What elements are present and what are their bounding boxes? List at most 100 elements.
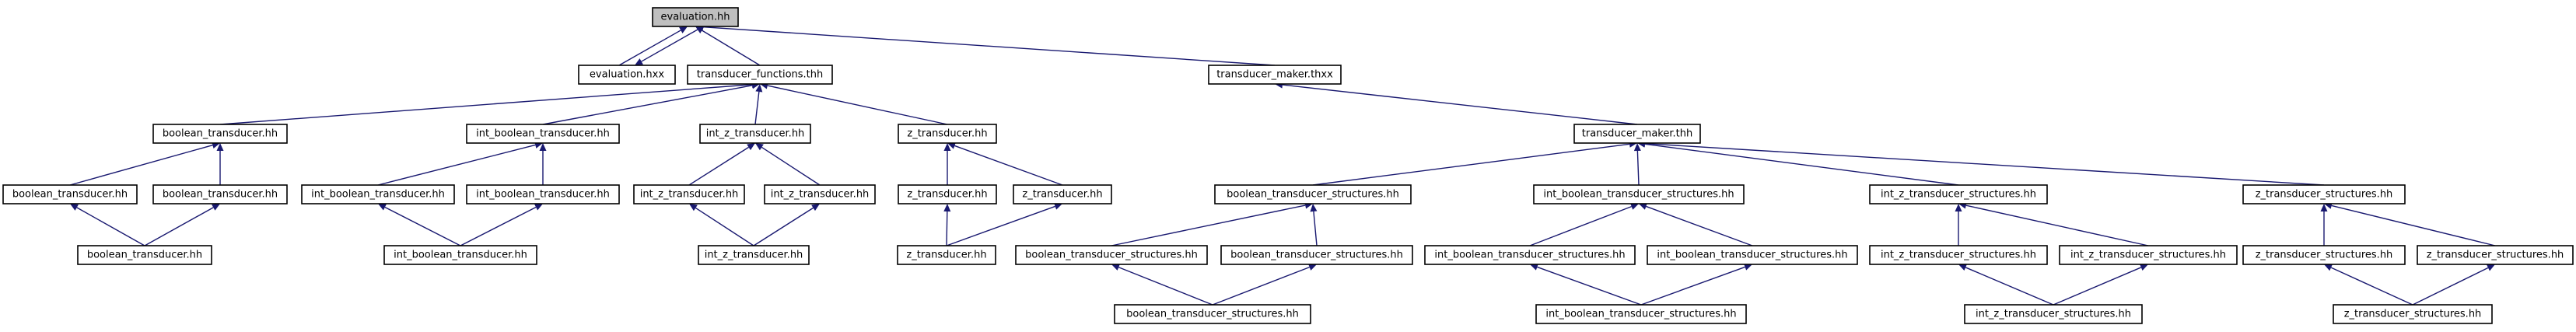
file-node[interactable]: transducer_functions.thh	[687, 65, 833, 85]
dependency-edge	[1275, 81, 1638, 125]
node-box	[1015, 245, 1208, 265]
file-node[interactable]: boolean_transducer_structures.hh	[1214, 184, 1412, 204]
node-box	[578, 65, 676, 85]
node-label: z_transducer.hh	[907, 128, 987, 140]
file-node[interactable]: boolean_transducer.hh	[2, 184, 138, 204]
edge-line	[1965, 267, 2054, 306]
arrowhead-icon	[1308, 264, 1317, 271]
file-node[interactable]: int_boolean_transducer.hh	[301, 184, 455, 204]
file-node[interactable]: int_z_transducer.hh	[699, 124, 811, 144]
file-node[interactable]: z_transducer_structures.hh	[2417, 245, 2574, 265]
edge-line	[1636, 150, 1640, 186]
file-node[interactable]: transducer_maker.thh	[1573, 124, 1701, 144]
file-node[interactable]: boolean_transducer_structures.hh	[1114, 304, 1311, 324]
file-node[interactable]: z_transducer.hh	[898, 124, 997, 144]
node-label: int_boolean_transducer_structures.hh	[1434, 250, 1625, 261]
arrowhead-icon	[689, 204, 698, 211]
node-box	[1535, 304, 1747, 324]
node-label: int_boolean_transducer.hh	[394, 250, 527, 261]
dependency-edge	[946, 203, 1062, 246]
dependency-edge	[216, 143, 224, 185]
file-node[interactable]: int_z_transducer.hh	[764, 184, 876, 204]
edge-line	[702, 26, 1276, 66]
node-box	[1013, 184, 1112, 204]
dependency-edge	[688, 143, 755, 186]
arrowhead-icon	[70, 204, 79, 211]
file-node[interactable]: int_boolean_transducer_structures.hh	[1535, 304, 1747, 324]
node-label: boolean_transducer.hh	[87, 250, 202, 261]
edge-line	[1646, 205, 1753, 246]
edge-line	[542, 85, 753, 125]
file-node[interactable]: z_transducer_structures.hh	[2242, 184, 2406, 204]
file-node[interactable]: boolean_transducer_structures.hh	[1015, 245, 1208, 265]
dependency-edge	[1212, 264, 1317, 306]
edge-line	[1640, 266, 1745, 306]
edge-line	[753, 207, 814, 246]
file-node[interactable]: boolean_transducer.hh	[77, 245, 212, 265]
file-node[interactable]: int_z_transducer_structures.hh	[1964, 304, 2143, 324]
file-node[interactable]: int_boolean_transducer_structures.hh	[1424, 245, 1636, 265]
arrowhead-icon	[212, 204, 220, 211]
file-node[interactable]: boolean_transducer.hh	[152, 184, 288, 204]
edge-line	[377, 144, 536, 186]
arrowhead-icon	[2320, 204, 2328, 211]
edge-line	[2330, 267, 2413, 306]
dependency-edge	[2053, 264, 2148, 306]
arrowhead-icon	[1111, 264, 1120, 271]
file-node[interactable]: z_transducer.hh	[898, 184, 997, 204]
arrowhead-icon	[1639, 203, 1647, 210]
node-box	[687, 65, 833, 85]
node-label: int_boolean_transducer_structures.hh	[1545, 309, 1736, 320]
edge-line	[1537, 266, 1642, 306]
file-node[interactable]: evaluation.hxx	[578, 65, 676, 85]
dependency-edge	[695, 26, 761, 66]
edge-line	[767, 85, 948, 125]
node-label: z_transducer.hh	[1022, 189, 1102, 201]
file-node[interactable]: int_z_transducer.hh	[698, 245, 810, 265]
file-node[interactable]: int_z_transducer_structures.hh	[1869, 245, 2048, 265]
file-node[interactable]: int_z_transducer_structures.hh	[2059, 245, 2238, 265]
file-node[interactable]: int_boolean_transducer.hh	[466, 124, 620, 144]
node-box	[1869, 245, 2048, 265]
edge-line	[641, 26, 704, 62]
node-label: int_boolean_transducer_structures.hh	[1657, 250, 1847, 261]
root-file-node[interactable]: evaluation.hh	[652, 7, 739, 27]
edge-line	[695, 207, 754, 246]
arrowhead-icon	[216, 143, 224, 151]
file-node[interactable]: int_z_transducer_structures.hh	[1869, 184, 2048, 204]
arrowhead-icon	[1958, 264, 1967, 271]
dependency-edge	[1640, 264, 1752, 306]
arrowhead-icon	[2140, 264, 2148, 271]
edge-line	[946, 205, 1055, 246]
node-box	[466, 124, 620, 144]
file-node[interactable]: boolean_transducer_structures.hh	[1220, 245, 1413, 265]
dependency-edge	[1530, 264, 1642, 306]
node-box	[2059, 245, 2238, 265]
node-label: boolean_transducer.hh	[163, 128, 278, 140]
file-node[interactable]: boolean_transducer.hh	[152, 124, 288, 144]
dependency-edge	[144, 204, 220, 246]
dependency-edge	[1529, 203, 1639, 246]
file-node[interactable]: int_boolean_transducer_structures.hh	[1533, 184, 1745, 204]
file-node[interactable]: z_transducer_structures.hh	[2242, 245, 2406, 265]
file-node[interactable]: int_boolean_transducer.hh	[383, 245, 537, 265]
arrowhead-icon	[755, 143, 764, 151]
edge-line	[76, 207, 145, 246]
file-node[interactable]: int_boolean_transducer_structures.hh	[1647, 245, 1858, 265]
file-node[interactable]: int_z_transducer.hh	[633, 184, 745, 204]
dependency-edge	[542, 82, 760, 125]
file-node[interactable]: transducer_maker.thxx	[1208, 65, 1342, 85]
file-node[interactable]: z_transducer.hh	[897, 245, 996, 265]
arrowhead-icon	[1633, 143, 1641, 152]
file-node[interactable]: z_transducer_structures.hh	[2333, 304, 2493, 324]
node-label: z_transducer.hh	[907, 189, 987, 201]
arrowhead-icon	[539, 143, 547, 151]
node-box	[652, 7, 739, 27]
file-node[interactable]: int_boolean_transducer.hh	[466, 184, 620, 204]
node-label: int_z_transducer.hh	[640, 189, 739, 201]
node-label: z_transducer_structures.hh	[2427, 250, 2564, 261]
edge-line	[1313, 211, 1318, 246]
file-node[interactable]: z_transducer.hh	[1013, 184, 1112, 204]
edge-line	[1282, 84, 1638, 125]
edge-line	[702, 30, 761, 66]
